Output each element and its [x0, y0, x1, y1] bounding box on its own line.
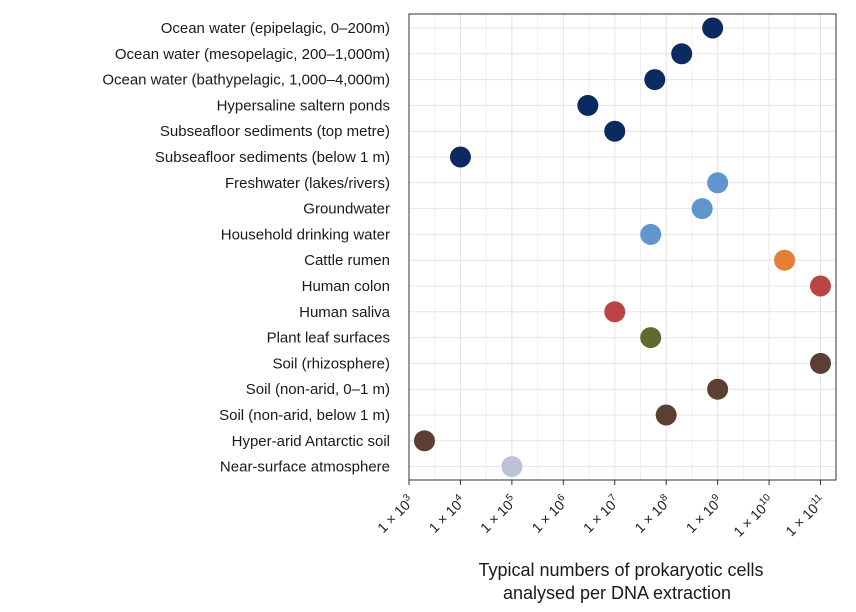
x-tick-label: 1 × 107	[579, 492, 623, 536]
data-points	[413, 17, 832, 478]
category-label: Human saliva	[299, 304, 391, 321]
plot-area-frame	[408, 13, 837, 481]
data-point	[449, 146, 471, 168]
x-axis-label-line-1: Typical numbers of prokaryotic cells	[478, 560, 763, 580]
category-label: Hypersaline saltern ponds	[217, 97, 390, 114]
data-point	[702, 17, 724, 39]
category-label: Ocean water (mesopelagic, 200–1,000m)	[115, 46, 390, 63]
x-tick-label: 1 × 105	[476, 492, 520, 536]
category-label: Human colon	[302, 278, 390, 295]
data-point	[707, 378, 729, 400]
x-axis-label-line-2: analysed per DNA extraction	[503, 583, 731, 603]
x-tick-label: 1 × 1011	[781, 492, 828, 539]
data-point	[707, 172, 729, 194]
x-tick-label: 1 × 104	[425, 492, 469, 536]
category-label: Groundwater	[303, 201, 390, 218]
data-point	[640, 223, 662, 245]
category-label: Soil (non-arid, below 1 m)	[219, 407, 390, 424]
data-point	[577, 94, 599, 116]
x-axis-ticks: 1 × 103 1 × 104 1 × 105 1 × 106 1 × 107 1 × 1…	[373, 480, 828, 540]
data-point	[640, 327, 662, 349]
category-label: Household drinking water	[221, 226, 390, 243]
category-label: Soil (rhizosphere)	[272, 355, 390, 372]
data-point	[671, 43, 693, 65]
category-label: Subseafloor sediments (top metre)	[160, 123, 390, 140]
category-label: Soil (non-arid, 0–1 m)	[246, 381, 390, 398]
category-label: Hyper-arid Antarctic soil	[232, 433, 390, 450]
category-label: Ocean water (bathypelagic, 1,000–4,000m)	[102, 72, 390, 89]
data-point	[810, 352, 832, 374]
data-point	[810, 275, 832, 297]
category-label: Plant leaf surfaces	[267, 330, 390, 347]
x-tick-label: 1 × 106	[528, 492, 572, 536]
x-tick-label: 1 × 103	[373, 492, 417, 536]
data-point	[604, 120, 626, 142]
category-label: Subseafloor sediments (below 1 m)	[155, 149, 390, 166]
data-point	[413, 430, 435, 452]
x-tick-label: 1 × 1010	[730, 492, 778, 540]
data-point	[604, 301, 626, 323]
category-label: Cattle rumen	[304, 252, 390, 269]
data-point	[501, 456, 523, 478]
data-point	[644, 69, 666, 91]
grid-lines	[408, 14, 836, 480]
category-label: Ocean water (epipelagic, 0–200m)	[161, 20, 390, 37]
data-point	[655, 404, 677, 426]
x-tick-label: 1 × 108	[631, 492, 675, 536]
category-labels: Ocean water (epipelagic, 0–200m) Ocean wa…	[102, 20, 390, 476]
category-label: Near-surface atmosphere	[220, 459, 390, 476]
x-tick-label: 1 × 109	[682, 492, 726, 536]
data-point	[774, 249, 796, 271]
category-label: Freshwater (lakes/rivers)	[225, 175, 390, 192]
data-point	[691, 198, 713, 220]
